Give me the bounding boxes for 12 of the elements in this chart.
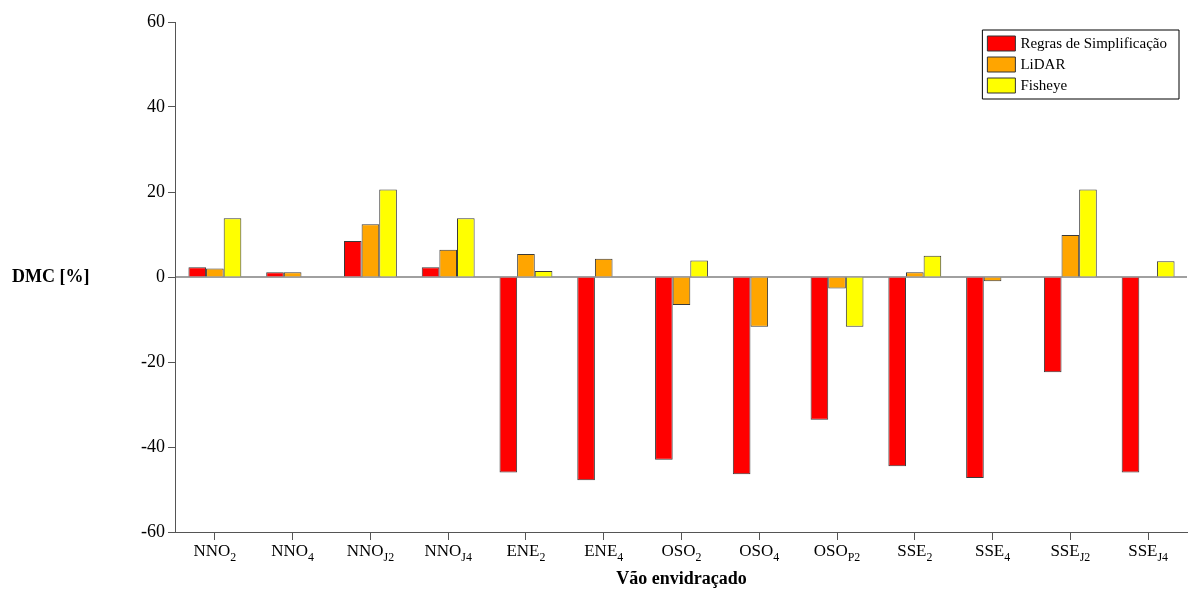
y-tick-label: -60 <box>140 520 165 541</box>
y-tick-label: 20 <box>146 180 165 201</box>
legend-label: Fisheye <box>1020 76 1068 93</box>
y-tick-label: -40 <box>140 435 165 456</box>
y-axis-title: DMC [%] <box>12 265 90 286</box>
y-tick-label: 40 <box>146 95 165 116</box>
y-tick-label: 0 <box>155 265 165 286</box>
legend-label: LiDAR <box>1020 55 1066 72</box>
x-axis-title: Vão envidraçado <box>616 568 747 588</box>
y-tick-label: 60 <box>146 10 165 31</box>
legend-label: Regras de Simplificação <box>1020 34 1168 51</box>
y-tick-label: -20 <box>140 350 165 371</box>
